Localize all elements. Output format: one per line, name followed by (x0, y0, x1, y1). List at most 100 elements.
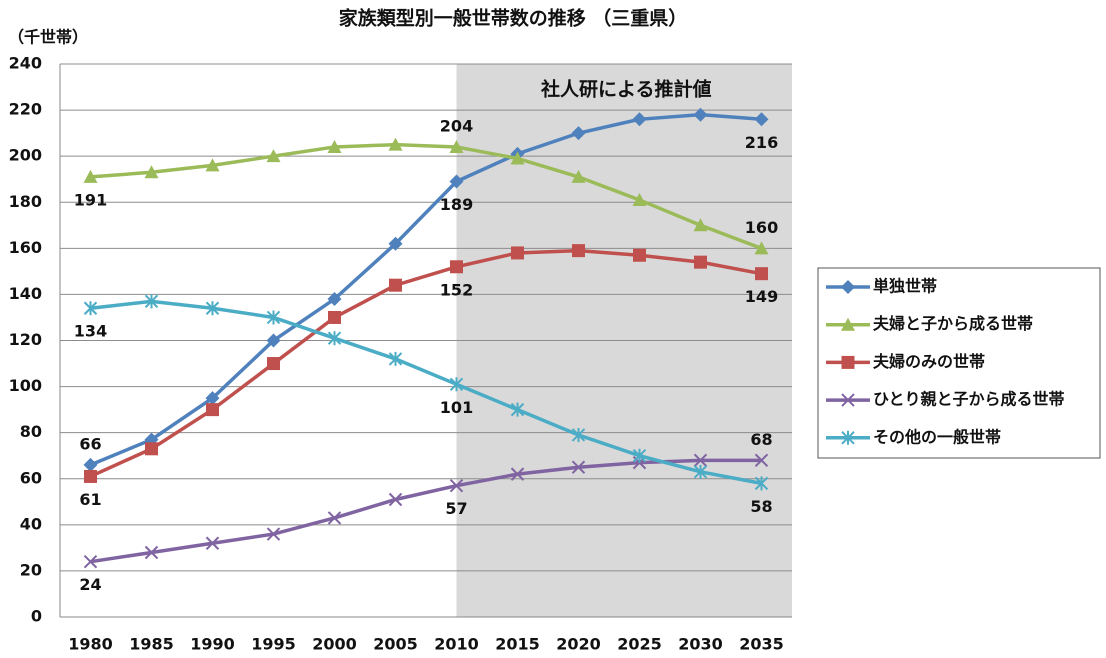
marker (327, 331, 342, 346)
x-tick-label: 2010 (434, 635, 479, 654)
marker (266, 527, 281, 541)
marker (327, 139, 342, 153)
x-tick-label: 1995 (251, 635, 296, 654)
marker (693, 218, 708, 232)
marker (571, 427, 586, 442)
marker (83, 169, 98, 183)
legend-label: 夫婦のみの世帯 (873, 352, 985, 371)
y-tick-label: 160 (9, 238, 42, 257)
marker (205, 391, 220, 406)
data-label: 68 (750, 430, 772, 449)
marker (572, 244, 585, 258)
data-label: 191 (74, 190, 107, 209)
y-tick-label: 120 (9, 330, 42, 349)
marker (266, 149, 281, 163)
marker (633, 248, 646, 262)
series-line (90, 142, 763, 250)
data-label: 58 (750, 497, 772, 516)
marker (754, 453, 769, 468)
chart-title: 家族類型別一般世帯数の推移 （三重県） (339, 7, 688, 30)
marker (632, 112, 647, 127)
x-tick-label: 2000 (312, 635, 357, 654)
marker (449, 174, 464, 189)
data-label: 66 (79, 434, 101, 453)
data-label: 160 (745, 218, 778, 237)
marker (841, 280, 855, 294)
marker (83, 554, 98, 569)
x-tick-label: 2015 (495, 635, 540, 654)
marker (205, 301, 220, 316)
marker (841, 393, 855, 407)
y-axis-label: （千世帯） (8, 28, 88, 47)
marker (693, 453, 708, 468)
marker (388, 492, 403, 507)
marker (511, 246, 524, 260)
marker (389, 278, 402, 292)
marker (632, 192, 647, 206)
x-tick-label: 2030 (678, 635, 723, 654)
y-tick-label: 240 (9, 54, 42, 73)
data-label: 189 (440, 195, 473, 214)
marker (754, 241, 769, 255)
marker (267, 357, 280, 371)
projection-label: 社人研による推計値 (540, 78, 711, 101)
data-label: 61 (79, 490, 101, 509)
marker (205, 158, 220, 172)
x-tick-label: 1990 (190, 635, 235, 654)
x-tick-label: 2035 (739, 635, 784, 654)
legend-label: ひとり親と子から成る世帯 (873, 390, 1065, 409)
marker (693, 464, 708, 479)
marker (755, 267, 768, 281)
legend-label: その他の一般世帯 (873, 427, 1001, 446)
marker (206, 403, 219, 417)
legend-label: 夫婦と子から成る世帯 (873, 314, 1033, 333)
marker (266, 333, 281, 348)
y-tick-label: 100 (9, 376, 42, 395)
marker (510, 151, 525, 165)
marker (510, 467, 525, 481)
marker (388, 236, 403, 251)
marker (449, 478, 464, 493)
y-tick-label: 40 (20, 514, 42, 533)
x-tick-label: 1980 (68, 635, 113, 654)
y-tick-label: 0 (31, 607, 42, 626)
marker (449, 377, 464, 392)
marker (328, 310, 341, 324)
y-tick-label: 80 (20, 422, 42, 441)
data-label: 152 (440, 280, 473, 299)
marker (754, 112, 769, 127)
marker (388, 351, 403, 366)
marker (83, 457, 98, 472)
y-tick-label: 220 (9, 100, 42, 119)
marker (266, 310, 281, 325)
marker (449, 139, 464, 153)
marker (841, 430, 855, 445)
marker (841, 355, 855, 369)
x-tick-label: 2025 (617, 635, 662, 654)
series-line (89, 248, 762, 479)
marker (145, 442, 158, 456)
marker (571, 460, 586, 474)
legend-label: 単独世帯 (873, 277, 937, 296)
marker (144, 545, 159, 560)
marker (388, 137, 403, 151)
series-line (90, 458, 762, 564)
marker (632, 448, 647, 463)
y-tick-label: 20 (20, 560, 42, 579)
data-label: 24 (79, 575, 101, 594)
y-tick-label: 60 (20, 468, 42, 487)
data-label: 101 (440, 398, 473, 417)
data-label: 216 (745, 133, 778, 152)
projection-label-bg (532, 73, 720, 105)
series-line (89, 112, 762, 467)
data-label: 57 (445, 499, 467, 518)
y-tick-label: 180 (9, 192, 42, 211)
marker (693, 107, 708, 122)
marker (327, 511, 342, 525)
data-label: 204 (440, 116, 473, 135)
x-tick-label: 2020 (556, 635, 601, 654)
marker (144, 294, 159, 309)
marker (144, 165, 159, 179)
legend: 単独世帯夫婦と子から成る世帯夫婦のみの世帯ひとり親と子から成る世帯その他の一般世… (817, 267, 1101, 459)
